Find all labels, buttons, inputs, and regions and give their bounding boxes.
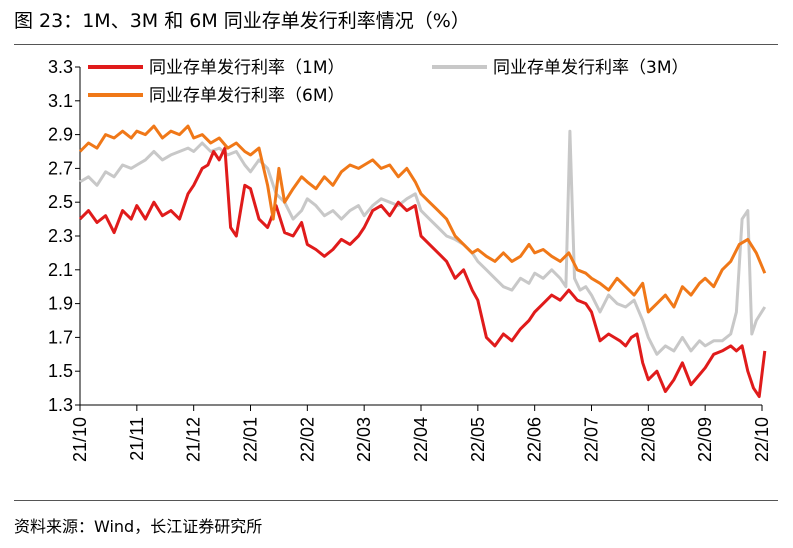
series-line-0 xyxy=(78,146,767,399)
y-tick-label: 2.3 xyxy=(48,226,73,246)
plot-area xyxy=(78,124,767,399)
y-tick-label: 2.9 xyxy=(48,125,73,145)
x-tick-label: 22/05 xyxy=(468,417,488,462)
y-tick-label: 2.7 xyxy=(48,158,73,178)
y-tick-label: 1.3 xyxy=(48,395,73,415)
y-tick-label: 2.5 xyxy=(48,192,73,212)
x-tick-label: 22/02 xyxy=(297,417,317,462)
series-line-2 xyxy=(78,124,767,314)
x-tick-label: 22/01 xyxy=(241,417,261,462)
legend-label-2: 同业存单发行利率（6M） xyxy=(149,86,344,106)
y-tick-label: 2.1 xyxy=(48,260,73,280)
x-tick-label: 21/10 xyxy=(70,417,90,462)
x-tick-label: 22/07 xyxy=(582,417,602,462)
y-tick-label: 1.9 xyxy=(48,294,73,314)
y-tick-label: 1.7 xyxy=(48,327,73,347)
x-tick-label: 22/08 xyxy=(638,417,658,462)
legend: 同业存单发行利率（1M） 同业存单发行利率（3M） 同业存单发行利率（6M） xyxy=(88,58,688,106)
x-axis: 21/10 21/11 21/12 22/01 22/02 22/03 22/04 22/05… xyxy=(70,404,772,462)
x-tick-label: 21/11 xyxy=(127,417,147,461)
series-line-1 xyxy=(79,129,767,356)
x-tick-label: 22/10 xyxy=(752,417,772,462)
legend-label-1: 同业存单发行利率（3M） xyxy=(493,58,688,78)
top-rule xyxy=(14,44,778,45)
y-axis: 3.3 3.1 2.9 2.7 2.5 2.3 2.1 1.9 1.7 1.5 1.3 xyxy=(48,57,81,415)
chart-title: 图 23：1M、3M 和 6M 同业存单发行利率情况（%） xyxy=(14,10,470,32)
y-tick-label: 3.1 xyxy=(48,91,73,111)
x-tick-label: 21/12 xyxy=(184,417,204,462)
x-tick-label: 22/06 xyxy=(525,417,545,462)
y-tick-label: 3.3 xyxy=(48,57,73,77)
x-tick-label: 22/09 xyxy=(695,417,715,462)
bottom-rule xyxy=(14,500,778,501)
x-tick-label: 22/03 xyxy=(354,417,374,462)
y-tick-label: 1.5 xyxy=(48,361,73,381)
source-note: 资料来源：Wind，长江证券研究所 xyxy=(14,517,263,536)
x-tick-label: 22/04 xyxy=(411,417,431,462)
legend-label-0: 同业存单发行利率（1M） xyxy=(149,58,344,78)
